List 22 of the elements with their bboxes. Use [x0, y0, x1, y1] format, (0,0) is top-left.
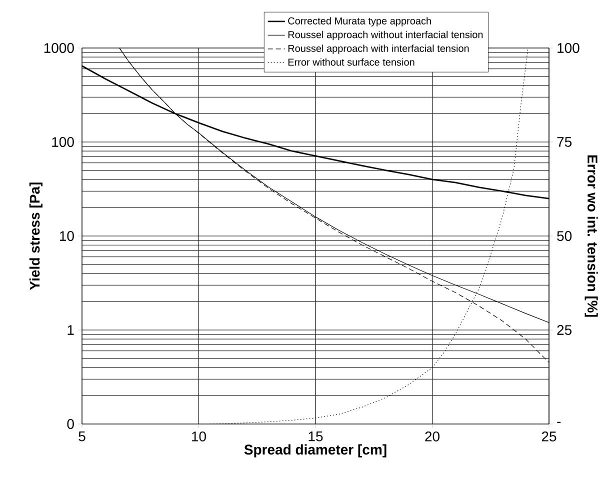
- y2-tick-label: -: [557, 422, 561, 423]
- legend-label: Roussel approach with interfacial tension: [288, 44, 469, 54]
- y2-tick-label: 25: [557, 325, 572, 335]
- legend-label: Corrected Murata type approach: [288, 17, 431, 26]
- y-tick-label: 100: [52, 137, 74, 147]
- y-axis-title: Yield stress [Pa]: [29, 182, 42, 290]
- x-tick-label: 20: [425, 432, 440, 442]
- y2-axis-title: Error wo int. tension [%]: [584, 155, 598, 317]
- legend-label: Roussel approach without interfacial tension: [288, 30, 483, 40]
- y-tick-label: 1000: [44, 43, 74, 53]
- y-tick-label: 10: [60, 231, 74, 241]
- y2-tick-label: 75: [557, 137, 572, 147]
- legend-label: Error without surface tension: [288, 58, 414, 66]
- y2-tick-label: 100: [558, 43, 580, 53]
- x-tick-label: 15: [308, 432, 323, 442]
- y-tick-label: 0: [67, 419, 74, 429]
- x-tick-label: 10: [192, 432, 206, 442]
- y-tick-label: 1: [68, 325, 74, 335]
- x-axis-title: Spread diameter [cm]: [244, 444, 386, 458]
- y2-tick-label: 50: [557, 231, 572, 241]
- x-tick-label: 5: [78, 432, 86, 442]
- x-tick-label: 25: [542, 432, 556, 442]
